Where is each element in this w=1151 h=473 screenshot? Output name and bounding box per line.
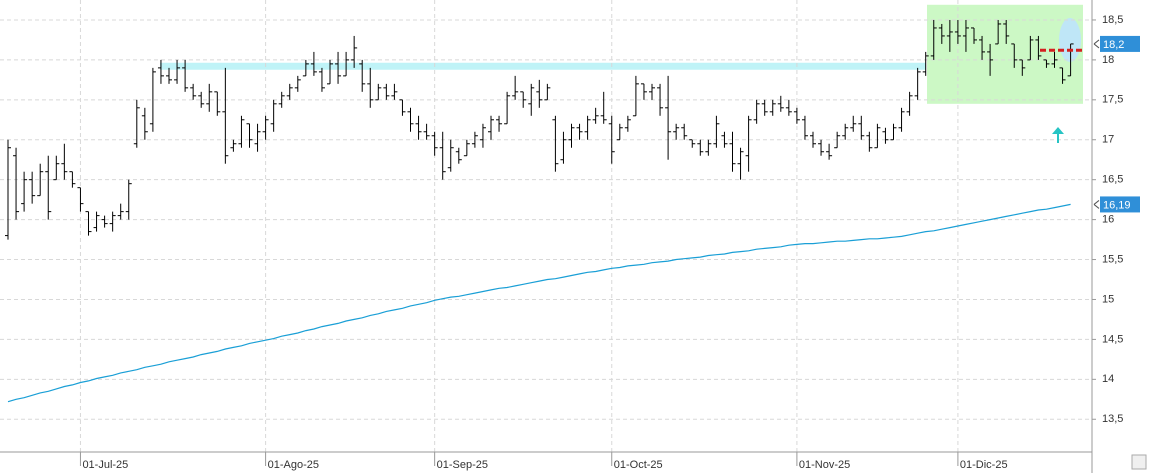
y-tick-label: 17,5 — [1102, 94, 1123, 106]
last-value-pointer — [1093, 39, 1100, 49]
range-box — [927, 4, 1083, 104]
y-tick-label: 15,5 — [1102, 253, 1123, 265]
x-tick-label: 01-Sep-25 — [437, 459, 488, 471]
y-tick-label: 18,5 — [1102, 14, 1123, 26]
last-value-box — [1100, 35, 1140, 52]
y-tick-label: 14,5 — [1102, 333, 1123, 345]
annotations — [160, 4, 1083, 104]
y-tick-label: 18 — [1102, 54, 1114, 66]
up-arrow — [1052, 127, 1064, 143]
y-tick-label: 16 — [1102, 214, 1114, 226]
last-value-label: 18,2 — [1103, 39, 1124, 51]
last-value-pointer — [1093, 200, 1100, 209]
corner-icon — [1131, 454, 1147, 470]
y-tick-label: 13,5 — [1102, 413, 1123, 425]
last-value-box — [1100, 196, 1140, 213]
x-tick-label: 01-Jul-25 — [82, 459, 128, 471]
x-tick-label: 01-Oct-25 — [614, 459, 663, 471]
last-value-label: 16,19 — [1103, 199, 1131, 211]
data — [5, 19, 1074, 403]
x-tick-label: 01-Dic-25 — [960, 459, 1008, 471]
x-tick-label: 01-Ago-25 — [268, 459, 319, 471]
y-tick-label: 14 — [1102, 373, 1114, 385]
highlight — [1059, 18, 1081, 62]
y-tick-label: 16,5 — [1102, 174, 1123, 186]
y-tick-label: 17 — [1102, 134, 1114, 146]
x-tick-label: 01-Nov-25 — [799, 459, 850, 471]
moving-average — [7, 203, 1071, 403]
y-tick-label: 15 — [1102, 293, 1114, 305]
